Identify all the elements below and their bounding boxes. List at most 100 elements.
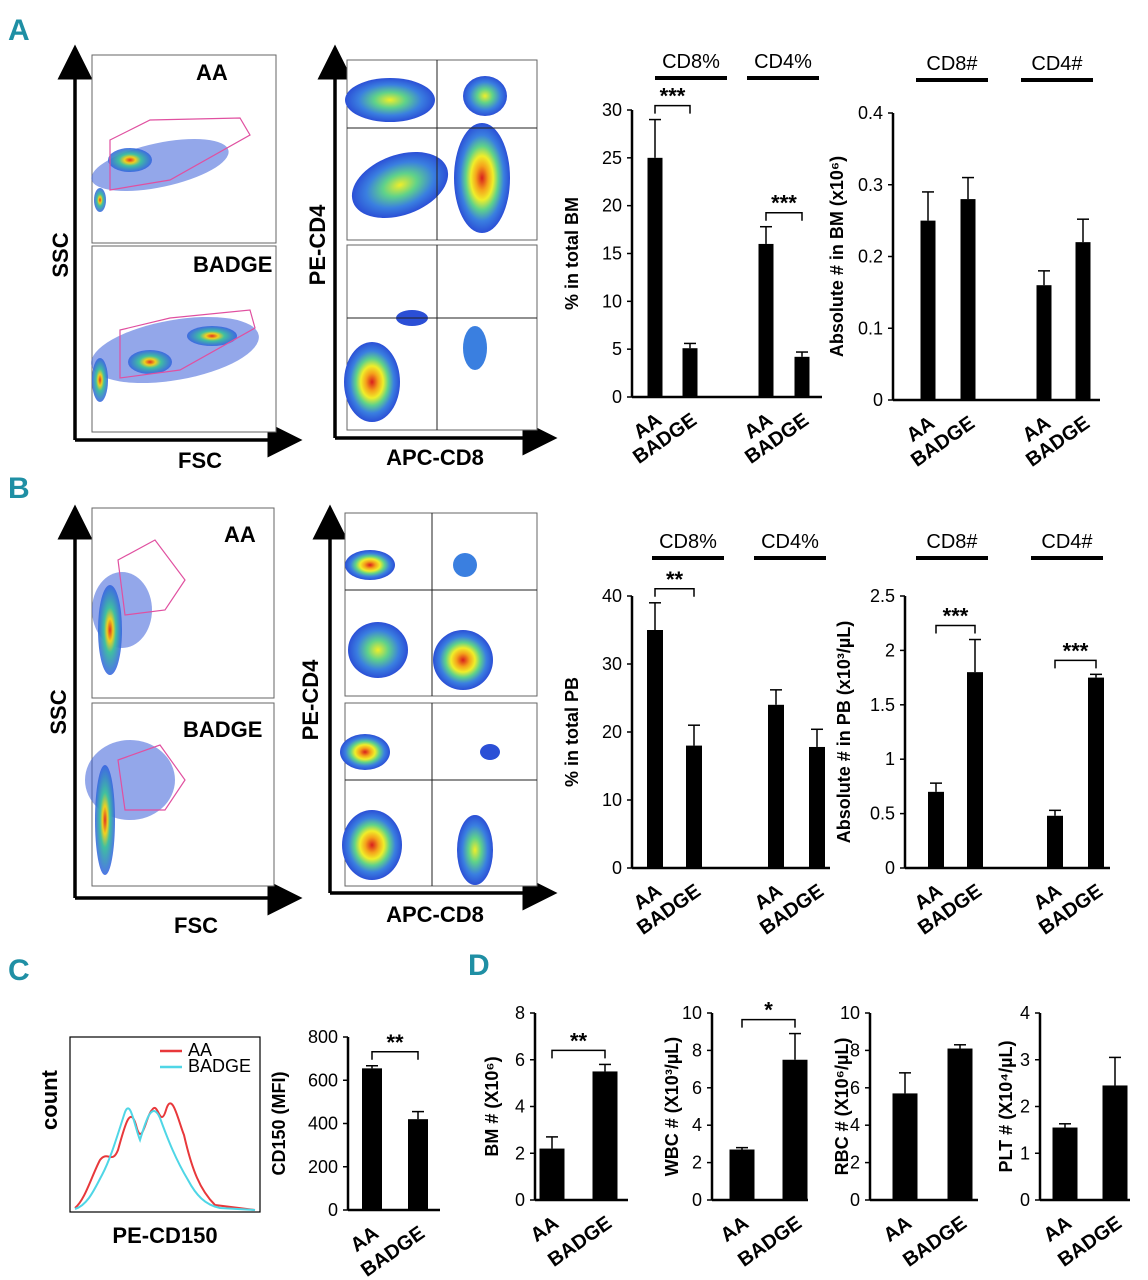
c-hist-badge-curve: [74, 1107, 256, 1211]
group-bar: [916, 556, 988, 560]
b-scatter-bottom-core: [95, 765, 115, 875]
a-quad-top-dp: [463, 76, 507, 116]
y-tick-label: 0.1: [858, 318, 883, 338]
a-quad-top-cd8: [454, 123, 510, 233]
panel-label-d: D: [468, 949, 490, 982]
y-tick-label: 20: [602, 722, 622, 742]
b-quad-top-cd4: [345, 550, 395, 580]
group-bar: [754, 556, 826, 560]
y-tick-label: 5: [612, 339, 622, 359]
significance-bracket: [371, 1051, 419, 1060]
y-tick-label: 6: [850, 1078, 860, 1098]
y-tick-label: 2: [692, 1153, 702, 1173]
y-tick-label: 20: [602, 196, 622, 216]
y-axis-label: PLT # (X10⁴/µL): [996, 1041, 1016, 1173]
b-quad-bottom-dp: [480, 744, 500, 760]
b-scatter-bottom-gate: [117, 744, 186, 811]
y-tick-label: 4: [850, 1115, 860, 1135]
group-bar: [916, 78, 988, 82]
group-bar: [652, 556, 724, 560]
bar: [920, 220, 936, 400]
y-axis-label: Absolute # in PB (x10³/µL): [834, 621, 854, 843]
significance-label: **: [666, 567, 684, 592]
c-hist-x-label: PE-CD150: [112, 1223, 217, 1248]
bar: [686, 745, 702, 868]
y-tick-label: 0.2: [858, 247, 883, 267]
b-quad-bottom-dn: [342, 810, 402, 880]
significance-bracket: [935, 624, 976, 634]
y-tick-label: 10: [602, 790, 622, 810]
significance-bracket: [551, 1049, 606, 1059]
y-axis-label: % in total BM: [562, 197, 582, 310]
y-tick-label: 2.5: [870, 586, 895, 606]
bar: [682, 348, 698, 397]
bar: [647, 157, 663, 397]
y-axis-label: % in total PB: [562, 677, 582, 787]
y-tick-label: 6: [692, 1078, 702, 1098]
bar: [647, 630, 663, 868]
significance-label: *: [764, 998, 773, 1023]
y-tick-label: 10: [682, 1003, 702, 1023]
a-scatter-bottom-edge: [92, 358, 108, 402]
y-tick-label: 0: [873, 390, 883, 410]
y-tick-label: 8: [692, 1040, 702, 1060]
y-tick-label: 10: [840, 1003, 860, 1023]
b-quad-y-label: PE-CD4: [298, 659, 323, 740]
bar: [592, 1071, 618, 1200]
a-scatter-bottom-gate: [119, 309, 256, 379]
a-scatter-top-edge: [94, 188, 106, 212]
significance-label: ***: [943, 604, 969, 629]
b-scatter-top-gate: [117, 539, 186, 616]
y-tick-label: 8: [850, 1040, 860, 1060]
group-header: CD4%: [754, 51, 812, 73]
bar: [1036, 285, 1052, 400]
category-label: AA: [717, 1212, 753, 1247]
y-tick-label: 2: [885, 640, 895, 660]
b-scatter-top-core: [98, 585, 122, 675]
bar: [1075, 242, 1091, 400]
a-scatter-top-gate: [109, 117, 251, 191]
bar: [928, 791, 944, 868]
y-axis-label: CD150 (MFI): [269, 1071, 289, 1175]
b-scatter-top-box: [91, 507, 275, 699]
bar: [960, 199, 976, 400]
a-scatter-bottom-core2: [187, 326, 237, 346]
y-tick-label: 30: [602, 100, 622, 120]
bar: [1047, 815, 1063, 868]
bar: [758, 243, 774, 397]
y-tick-label: 800: [308, 1027, 338, 1047]
y-tick-label: 2: [515, 1143, 525, 1163]
significance-label: **: [570, 1028, 588, 1053]
y-tick-label: 0.3: [858, 175, 883, 195]
group-header: CD4#: [1041, 531, 1093, 553]
y-tick-label: 8: [515, 1003, 525, 1023]
significance-bracket: [654, 588, 695, 597]
bar: [967, 672, 983, 868]
c-legend-aa-label: AA: [188, 1040, 212, 1060]
y-tick-label: 0: [612, 387, 622, 407]
bar: [362, 1068, 382, 1210]
a-quad-bottom-dn: [344, 342, 400, 422]
group-bar: [655, 76, 727, 80]
b-quad-bottom-cd8: [457, 815, 493, 885]
y-tick-label: 600: [308, 1070, 338, 1090]
b-scatter-plot: AA BADGE FSC SSC: [46, 504, 303, 938]
a-scatter-plot: AA BADGE FSC SSC: [48, 44, 303, 473]
y-tick-label: 2: [1020, 1097, 1030, 1117]
y-tick-label: 400: [308, 1114, 338, 1134]
a-scatter-x-label: FSC: [178, 448, 222, 473]
c-legend-badge-label: BADGE: [188, 1056, 251, 1076]
c-histogram: AA BADGE PE-CD150 count: [37, 1036, 261, 1248]
bar: [539, 1148, 565, 1200]
group-header: CD8%: [659, 531, 717, 553]
a-quadrant-plot: APC-CD8 PE-CD4: [305, 44, 558, 470]
y-tick-label: 2: [850, 1153, 860, 1173]
bar: [892, 1093, 918, 1200]
bar: [1052, 1127, 1078, 1200]
a-quad-y-label: PE-CD4: [305, 204, 330, 285]
category-label: BADGE: [899, 1212, 971, 1271]
y-tick-label: 3: [1020, 1050, 1030, 1070]
